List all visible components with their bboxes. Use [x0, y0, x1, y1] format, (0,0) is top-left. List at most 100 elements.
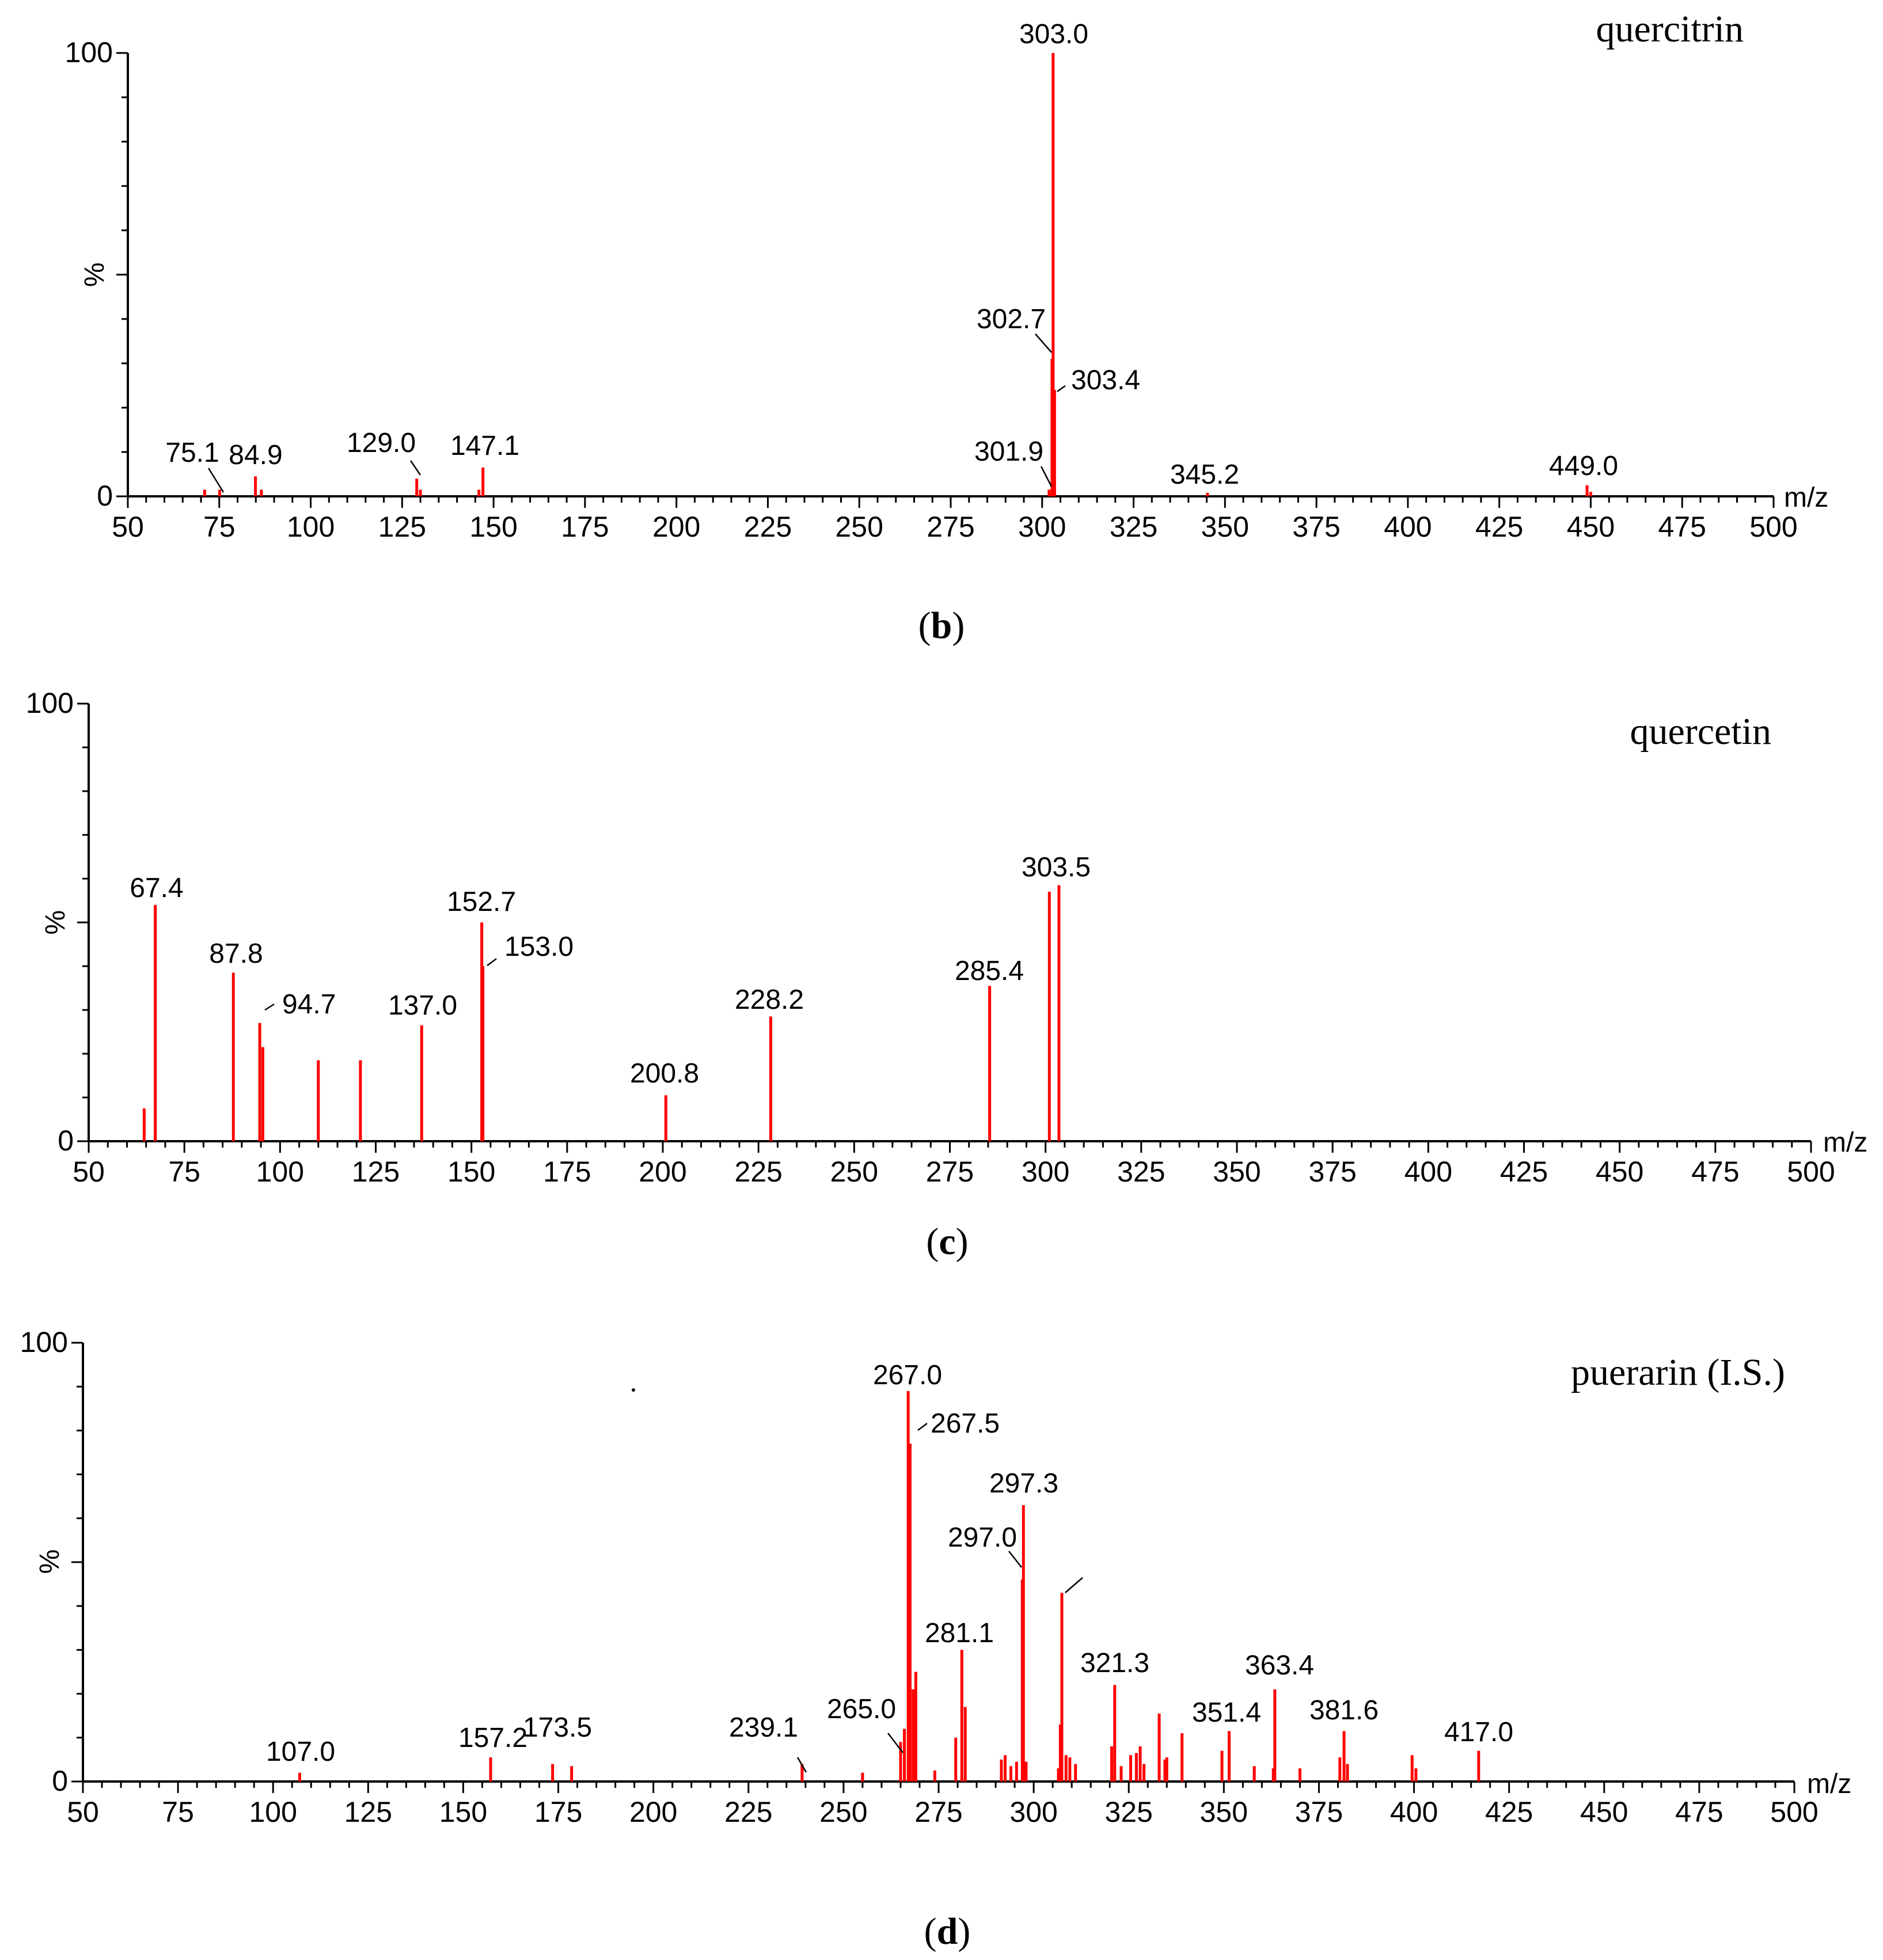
x-tick-label: 325 — [1105, 1796, 1153, 1828]
peak-label-281.1: 281.1 — [925, 1618, 994, 1648]
peak-label-303.4: 303.4 — [1071, 365, 1140, 396]
peak-label-285.4: 285.4 — [955, 956, 1024, 986]
peak-label-417.0: 417.0 — [1444, 1717, 1513, 1748]
x-tick-label: 100 — [287, 511, 335, 543]
peak-labels: 67.4 87.8 94.7 137.0 152.7 153.0 200.8 2… — [130, 852, 1091, 1089]
y-tick-label-0: 0 — [52, 1765, 68, 1797]
x-tick-label: 475 — [1675, 1796, 1723, 1828]
x-tick-label: 450 — [1580, 1796, 1628, 1828]
peak-label-351.4: 351.4 — [1192, 1697, 1261, 1728]
x-tick-label: 425 — [1475, 511, 1523, 543]
peak-label-297.0: 297.0 — [948, 1522, 1017, 1553]
y-tick-label-100: 100 — [20, 1326, 68, 1358]
axes: 100 0 % m/z — [65, 36, 1829, 513]
x-tick-label: 300 — [1022, 1156, 1069, 1188]
x-tick-label: 175 — [561, 511, 609, 543]
x-tick-label: 50 — [73, 1156, 105, 1188]
x-tick-label: 400 — [1390, 1796, 1438, 1828]
panel-label-b: (b) — [918, 605, 965, 647]
panel-label-c: (c) — [926, 1221, 968, 1263]
peak-label-303.0: 303.0 — [1019, 19, 1088, 50]
peak-label-157.2: 157.2 — [458, 1723, 527, 1753]
x-tick-label: 475 — [1691, 1156, 1739, 1188]
x-tick-label: 50 — [112, 511, 144, 543]
label-leader — [1008, 1551, 1022, 1568]
x-ticks: 50 75 100 125 150 175 200 225 250 275 300 325 350 375… — [67, 1782, 1819, 1828]
y-tick-label-100: 100 — [65, 36, 113, 69]
y-axis-label: % — [40, 910, 71, 935]
x-tick-label: 225 — [734, 1156, 782, 1188]
peak-labels: 107.0 157.2 173.5 239.1 265.0 267.0 267.… — [266, 1360, 1513, 1767]
peak-label-297.3: 297.3 — [989, 1468, 1058, 1499]
peak-label-129.0: 129.0 — [347, 428, 416, 458]
x-tick-label: 100 — [256, 1156, 304, 1188]
x-tick-label: 225 — [724, 1796, 772, 1828]
y-tick-label-100: 100 — [26, 687, 74, 719]
compound-name: quercetin — [1630, 711, 1771, 753]
x-tick-label: 500 — [1749, 511, 1797, 543]
peak-label-302.7: 302.7 — [977, 304, 1046, 335]
x-tick-label: 200 — [629, 1796, 677, 1828]
x-tick-label: 175 — [543, 1156, 591, 1188]
y-axis-label: % — [35, 1549, 65, 1574]
peak-label-265.0: 265.0 — [827, 1694, 896, 1725]
x-tick-label: 225 — [744, 511, 792, 543]
y-ticks — [77, 702, 89, 1142]
x-tick-label: 350 — [1200, 1796, 1248, 1828]
y-ticks — [71, 1342, 83, 1783]
peak-label-345.2: 345.2 — [1170, 459, 1239, 490]
x-tick-label: 125 — [378, 511, 426, 543]
peak-label-94.7: 94.7 — [282, 989, 336, 1020]
peaks — [203, 53, 1592, 496]
spectrum-panel-puerarin: 100 0 % m/z puerarin (I.S.) 50 75 100 125 15… — [20, 1326, 1852, 1828]
label-leader — [887, 1733, 903, 1753]
peak-label-153.0: 153.0 — [504, 932, 574, 962]
peak-label-228.2: 228.2 — [735, 985, 804, 1015]
peak-label-173.5: 173.5 — [523, 1712, 592, 1743]
x-tick-label: 250 — [830, 1156, 878, 1188]
x-tick-label: 425 — [1485, 1796, 1533, 1828]
compound-name: puerarin (I.S.) — [1571, 1351, 1785, 1393]
label-leader — [207, 468, 225, 493]
panel-label-d: (d) — [924, 1910, 971, 1953]
label-leaders — [207, 333, 1066, 493]
peak-label-363.4: 363.4 — [1245, 1650, 1314, 1681]
x-axis-label: m/z — [1807, 1769, 1851, 1799]
x-tick-label: 75 — [203, 511, 236, 543]
peak-label-152.7: 152.7 — [447, 887, 516, 917]
peaks — [142, 885, 1061, 1141]
peak-label-84.9: 84.9 — [229, 440, 282, 470]
y-ticks — [116, 52, 128, 497]
peak-label-147.1: 147.1 — [450, 431, 519, 461]
x-tick-label: 300 — [1018, 511, 1066, 543]
peak-label-301.9: 301.9 — [974, 436, 1043, 467]
peak-label-267.0: 267.0 — [873, 1360, 942, 1391]
axes: 100 0 % m/z — [20, 1326, 1852, 1799]
peak-label-449.0: 449.0 — [1549, 451, 1618, 481]
stray-dot — [632, 1388, 635, 1392]
y-tick-label-0: 0 — [58, 1125, 74, 1157]
label-leader — [1057, 385, 1066, 393]
x-tick-label: 475 — [1658, 511, 1706, 543]
label-leader — [1040, 466, 1053, 487]
x-tick-label: 350 — [1201, 511, 1249, 543]
label-leaders — [264, 958, 497, 1011]
peak-label-381.6: 381.6 — [1309, 1695, 1379, 1726]
x-tick-label: 100 — [249, 1796, 297, 1828]
x-tick-label: 75 — [168, 1156, 200, 1188]
label-leader — [1035, 333, 1052, 353]
x-tick-label: 325 — [1110, 511, 1157, 543]
x-tick-label: 375 — [1308, 1156, 1356, 1188]
peak-labels: 75.1 84.9 129.0 147.1 301.9 302.7 303.0 … — [165, 19, 1618, 490]
label-leader — [917, 1423, 928, 1431]
x-tick-label: 50 — [67, 1796, 99, 1828]
peak-label-267.5: 267.5 — [931, 1408, 1000, 1439]
label-leader — [264, 1003, 275, 1011]
peak-label-75.1: 75.1 — [165, 438, 219, 468]
spectrum-panel-quercetin: 100 0 % m/z quercetin 50 75 100 125 150 175 20… — [26, 687, 1868, 1188]
x-ticks: 50 75 100 125 150 175 200 225 250 275 300 325 350 375… — [73, 1141, 1835, 1188]
x-axis-label: m/z — [1784, 483, 1828, 513]
x-tick-label: 150 — [447, 1156, 495, 1188]
peaks — [298, 1391, 1480, 1782]
